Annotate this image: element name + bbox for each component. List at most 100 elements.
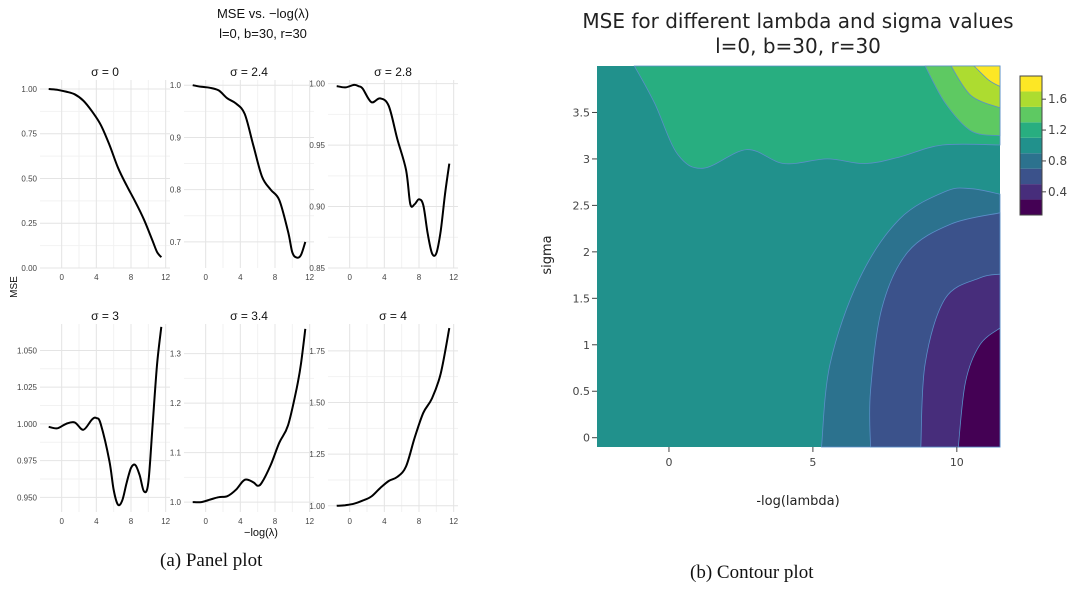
contour-region: [957, 327, 1001, 448]
facet-label: σ = 0: [91, 65, 119, 79]
y-tick-label: 1.00: [21, 85, 37, 94]
mse-curve: [48, 88, 163, 258]
x-tick-label: 12: [161, 517, 170, 526]
x-tick-label: 8: [129, 273, 134, 282]
colorbar-tick-label: 0.4: [1048, 185, 1067, 199]
contour-plot: MSE for different lambda and sigma value…: [540, 9, 1067, 509]
y-tick-label: 1.5: [573, 292, 591, 305]
y-tick-label: 1.50: [309, 399, 325, 408]
y-tick-label: 1.00: [309, 80, 325, 89]
panel-subtitle: l=0, b=30, r=30: [219, 26, 307, 41]
facet-panel: σ = 3.4 0 4 8 12 1.0 1.1 1.2 1.3: [170, 309, 315, 526]
x-tick-label: 8: [417, 273, 422, 282]
y-tick-label: 1.00: [309, 502, 325, 511]
x-tick-label: 0: [203, 273, 208, 282]
x-tick-label: 8: [273, 517, 278, 526]
facet-panel: σ = 4 0 4 8 12 1.00 1.25 1.50 1.75: [309, 309, 458, 526]
facet-label: σ = 3.4: [230, 309, 268, 323]
y-tick-label: 2: [583, 246, 590, 259]
contour-subtitle: l=0, b=30, r=30: [715, 34, 881, 58]
x-tick-label: 12: [305, 273, 314, 282]
colorbar-frame: [1019, 75, 1043, 216]
x-tick-label: 4: [94, 517, 99, 526]
y-tick-label: 1.1: [170, 449, 182, 458]
y-tick-label: 0.25: [21, 219, 37, 228]
y-tick-label: 0.90: [309, 203, 325, 212]
x-tick-label: 0: [59, 517, 64, 526]
contour-x-axis-label: -log(lambda): [756, 494, 839, 509]
colorbar-swatch: [1020, 199, 1042, 215]
colorbar-tick-label: 0.8: [1048, 154, 1067, 168]
facet-label: σ = 4: [379, 309, 407, 323]
colorbar: 0.4 0.8 1.2 1.6: [1019, 75, 1067, 216]
colorbar-swatch: [1020, 168, 1042, 185]
x-tick-label: 0: [665, 456, 672, 469]
x-tick-label: 4: [382, 273, 387, 282]
y-tick-label: 2.5: [573, 199, 591, 212]
x-tick-label: 12: [161, 273, 170, 282]
facet-label: σ = 2.8: [374, 65, 412, 79]
colorbar-tick-label: 1.2: [1048, 123, 1067, 137]
x-tick-label: 4: [382, 517, 387, 526]
y-tick-label: 1.25: [309, 450, 325, 459]
y-tick-label: 1.000: [17, 420, 38, 429]
x-tick-label: 5: [809, 456, 816, 469]
x-tick-label: 0: [203, 517, 208, 526]
facet-panel: σ = 2.4 0 4 8 12 0.7 0.8 0.9 1.0: [170, 65, 315, 282]
facet-grid: σ = 00 4 8 120.000.250.500.751.00σ = 2.40 4 8…: [17, 65, 459, 526]
y-tick-label: 0.7: [170, 238, 182, 247]
facet-panel: σ = 0 0 4 8 12 0.00 0.25 0.50 0.75 1.00: [21, 65, 170, 282]
caption-panel-plot: (a) Panel plot: [160, 550, 263, 571]
facet-panel: σ = 2.8 0 4 8 12 0.85 0.90 0.95 1.00: [309, 65, 458, 282]
y-tick-label: 0: [583, 432, 590, 445]
y-tick-label: 1.0: [170, 498, 182, 507]
x-tick-label: 12: [305, 517, 314, 526]
x-tick-label: 12: [449, 273, 458, 282]
mse-curve: [336, 83, 451, 257]
y-tick-label: 1: [583, 339, 590, 352]
y-tick-label: 0.75: [21, 130, 37, 139]
panel-plot: MSE vs. −log(λ) l=0, b=30, r=30 MSE −log…: [9, 6, 459, 539]
colorbar-swatch: [1020, 106, 1042, 123]
colorbar-swatch: [1020, 137, 1042, 154]
colorbar-tick-label: 1.6: [1048, 92, 1067, 106]
y-tick-label: 1.0: [170, 81, 182, 90]
x-tick-label: 0: [347, 273, 352, 282]
x-tick-label: 12: [449, 517, 458, 526]
x-tick-label: 8: [417, 517, 422, 526]
contour-area: 0 5 10 0 0.5 1 1.5 2 2.5 3 3.5: [573, 65, 1001, 469]
colorbar-swatch: [1020, 76, 1042, 92]
colorbar-swatch: [1020, 184, 1042, 200]
x-tick-label: 4: [238, 517, 243, 526]
facet-panel: σ = 3 0 4 8 12 0.950 0.975 1.000 1.025 1.050: [17, 309, 171, 526]
colorbar-swatch: [1020, 91, 1042, 107]
y-tick-label: 0.95: [309, 141, 325, 150]
y-tick-label: 3: [583, 153, 590, 166]
x-tick-label: 0: [347, 517, 352, 526]
contour-title: MSE for different lambda and sigma value…: [582, 9, 1013, 33]
contour-region: [633, 65, 1001, 169]
y-tick-label: 0.5: [573, 385, 591, 398]
colorbar-swatch: [1020, 122, 1042, 138]
facet-label: σ = 2.4: [230, 65, 268, 79]
mse-curve: [192, 328, 307, 504]
y-tick-label: 0.50: [21, 174, 37, 183]
x-tick-label: 4: [94, 273, 99, 282]
y-tick-label: 3.5: [573, 106, 591, 119]
colorbar-swatch: [1020, 153, 1042, 169]
y-tick-label: 0.9: [170, 133, 182, 142]
mse-curve: [48, 326, 163, 507]
y-tick-label: 0.8: [170, 186, 182, 195]
panel-x-axis-label: −log(λ): [244, 527, 278, 539]
x-tick-label: 0: [59, 273, 64, 282]
panel-title: MSE vs. −log(λ): [217, 6, 309, 21]
x-tick-label: 8: [129, 517, 134, 526]
caption-contour-plot: (b) Contour plot: [690, 562, 814, 583]
mse-curve: [192, 84, 307, 259]
y-tick-label: 0.975: [17, 457, 38, 466]
y-tick-label: 1.75: [309, 347, 325, 356]
y-tick-label: 1.3: [170, 350, 182, 359]
contour-region: [973, 65, 1001, 88]
mse-curve: [336, 327, 451, 507]
